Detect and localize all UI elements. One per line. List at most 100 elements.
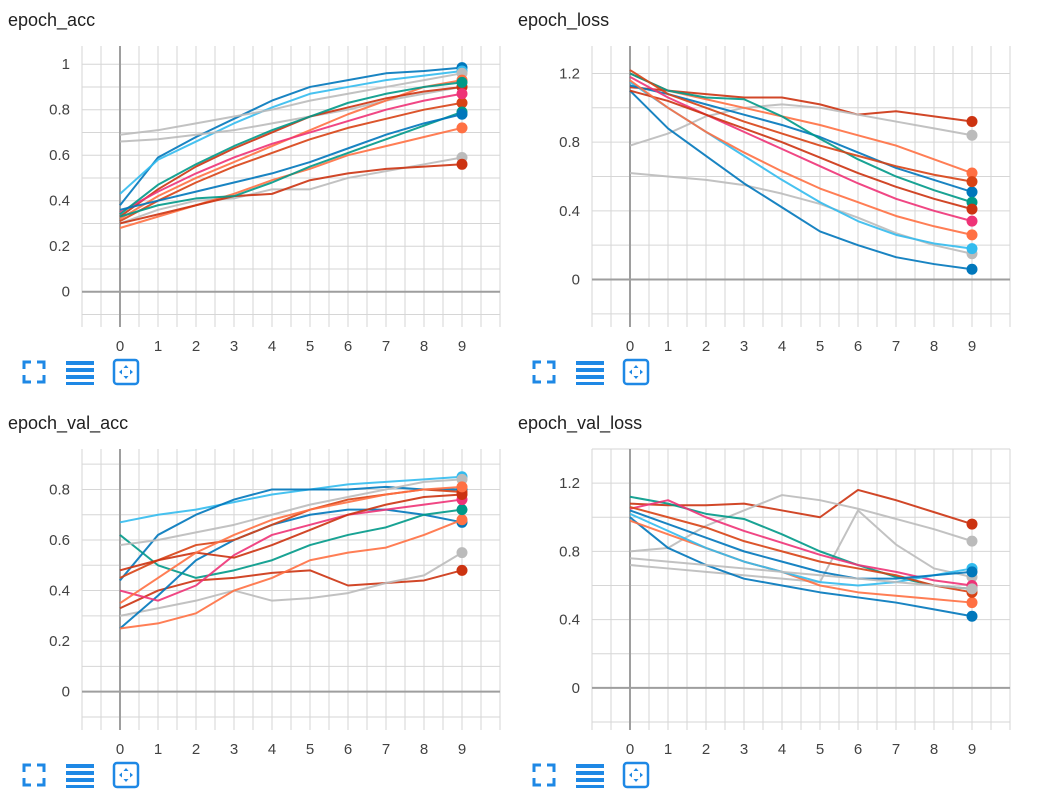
series-line[interactable] <box>629 84 973 193</box>
series-line[interactable] <box>119 66 463 206</box>
series-end-point[interactable] <box>456 158 468 170</box>
chart-title: epoch_val_acc <box>8 413 129 433</box>
x-tick-label: 8 <box>420 741 428 758</box>
y-tick-label: 0.6 <box>49 147 70 164</box>
series-end-point[interactable] <box>966 116 978 128</box>
chart-plot-area[interactable]: 0 0.2 0.4 0.6 0.8 0 1 2 3 4 5 6 7 8 9 <box>0 443 510 758</box>
series-end-point[interactable] <box>966 583 978 595</box>
x-tick-label: 7 <box>892 741 900 758</box>
series-end-point[interactable] <box>456 76 468 88</box>
chart-plot-area[interactable]: 0 0.4 0.8 1.2 0 1 2 3 4 5 6 7 8 9 <box>510 443 1020 758</box>
chart-plot-area[interactable]: 0 0.2 0.4 0.6 0.8 1 0 1 2 3 4 5 6 7 8 9 <box>0 40 510 355</box>
series-line[interactable] <box>119 113 463 211</box>
series-end-point[interactable] <box>456 481 468 493</box>
series-end-point[interactable] <box>456 564 468 576</box>
fullscreen-icon[interactable] <box>20 761 48 789</box>
series-line[interactable] <box>629 79 973 236</box>
series-line[interactable] <box>119 518 463 630</box>
x-tick-label: 1 <box>664 741 672 758</box>
series-line[interactable] <box>119 508 463 579</box>
series-end-point[interactable] <box>966 566 978 578</box>
series-line[interactable] <box>119 478 463 547</box>
series-line[interactable] <box>119 493 463 572</box>
series-line[interactable] <box>629 72 973 204</box>
series-end-point[interactable] <box>966 176 978 188</box>
series-line[interactable] <box>119 498 463 602</box>
series-end-point[interactable] <box>456 514 468 526</box>
series-end-point[interactable] <box>966 518 978 530</box>
chart-panel-epoch-loss: epoch_loss 0 0.4 0.8 1.2 0 1 2 3 4 5 6 7 8 9 <box>510 0 1030 395</box>
series-line[interactable] <box>629 557 973 590</box>
series-line[interactable] <box>629 512 973 587</box>
y-tick-label: 0.2 <box>49 633 70 650</box>
data-list-icon[interactable] <box>66 761 94 789</box>
series-line[interactable] <box>119 475 463 524</box>
series-line[interactable] <box>629 89 973 211</box>
series-line[interactable] <box>119 85 463 218</box>
series-line[interactable] <box>119 72 463 136</box>
series-line[interactable] <box>119 92 463 213</box>
series-line[interactable] <box>119 485 462 582</box>
series-line[interactable] <box>629 89 973 271</box>
data-list-icon[interactable] <box>576 358 604 386</box>
y-tick-label: 0.8 <box>49 481 70 498</box>
series-end-point[interactable] <box>456 97 468 109</box>
fullscreen-icon[interactable] <box>530 358 558 386</box>
series-end-point[interactable] <box>966 243 978 255</box>
series-line[interactable] <box>119 81 463 216</box>
series-end-point[interactable] <box>456 122 468 134</box>
series-line[interactable] <box>629 76 973 223</box>
series-line[interactable] <box>629 516 973 618</box>
series-end-point[interactable] <box>456 489 468 500</box>
x-tick-label: 0 <box>626 338 634 355</box>
series-line[interactable] <box>629 506 973 594</box>
series-end-point[interactable] <box>456 504 468 516</box>
series-end-point[interactable] <box>966 229 978 241</box>
series-end-point[interactable] <box>966 129 978 141</box>
y-tick-label: 0.4 <box>49 193 70 210</box>
series-end-point[interactable] <box>456 88 468 100</box>
y-tick-label: 0 <box>572 272 580 289</box>
series-end-point[interactable] <box>966 167 978 179</box>
fit-domain-icon[interactable] <box>112 358 140 386</box>
series-line[interactable] <box>629 509 973 580</box>
series-end-point[interactable] <box>966 186 978 198</box>
series-end-point[interactable] <box>966 597 978 609</box>
series-line[interactable] <box>629 86 973 123</box>
fullscreen-icon[interactable] <box>20 358 48 386</box>
series-line[interactable] <box>119 508 463 630</box>
series-end-point[interactable] <box>456 108 468 120</box>
data-list-icon[interactable] <box>576 761 604 789</box>
series-line[interactable] <box>119 70 463 195</box>
series-line[interactable] <box>119 551 463 617</box>
x-tick-label: 9 <box>968 338 976 355</box>
series-line[interactable] <box>119 85 463 143</box>
series-line[interactable] <box>119 111 463 218</box>
x-tick-label: 1 <box>154 338 162 355</box>
series-line[interactable] <box>629 519 973 604</box>
x-tick-label: 6 <box>344 338 352 355</box>
series-end-point[interactable] <box>456 473 468 485</box>
chart-plot-area[interactable]: 0 0.4 0.8 1.2 0 1 2 3 4 5 6 7 8 9 <box>510 40 1020 355</box>
series-end-point[interactable] <box>966 203 978 215</box>
series-line[interactable] <box>629 103 973 147</box>
series-line[interactable] <box>629 488 973 526</box>
fit-domain-icon[interactable] <box>622 358 650 386</box>
series-line[interactable] <box>119 101 463 223</box>
fullscreen-icon[interactable] <box>530 761 558 789</box>
series-end-point[interactable] <box>966 610 978 622</box>
series-line[interactable] <box>119 163 463 225</box>
series-line[interactable] <box>629 509 973 584</box>
series-end-point[interactable] <box>456 547 468 559</box>
series-line[interactable] <box>119 485 463 605</box>
data-list-icon[interactable] <box>66 358 94 386</box>
series-line[interactable] <box>119 569 463 610</box>
fit-domain-icon[interactable] <box>622 761 650 789</box>
series-line[interactable] <box>629 69 973 183</box>
fit-domain-icon[interactable] <box>112 761 140 789</box>
series-end-point[interactable] <box>966 535 978 547</box>
series-end-point[interactable] <box>966 215 978 227</box>
x-tick-label: 5 <box>306 338 314 355</box>
series-end-point[interactable] <box>966 263 978 275</box>
series-line[interactable] <box>629 494 973 553</box>
